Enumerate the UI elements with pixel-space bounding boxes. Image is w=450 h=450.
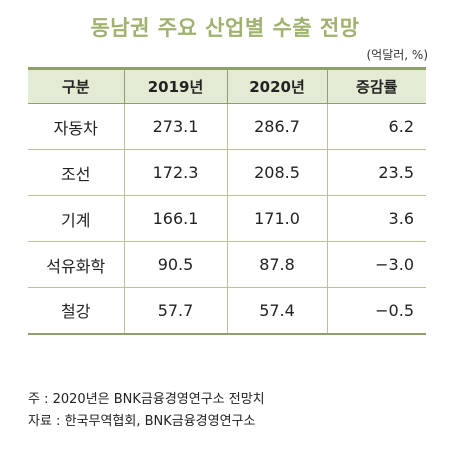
export-forecast-table: 구분 2019년 2020년 증감률 자동차 273.1 286.7 6.2 조… [28, 67, 426, 335]
unit-label: (억달러, %) [366, 48, 428, 62]
value-2020: 171.0 [226, 195, 327, 242]
page-title: 동남권 주요 산업별 수출 전망 [90, 16, 360, 40]
value-2019: 57.7 [123, 287, 227, 335]
growth-rate: 3.6 [326, 195, 426, 242]
row-label: 석유화학 [28, 241, 124, 288]
table-row: 조선 172.3 208.5 23.5 [28, 149, 426, 196]
header-2020: 2020년 [226, 67, 327, 104]
value-2019: 273.1 [123, 103, 227, 150]
growth-rate: 6.2 [326, 103, 426, 150]
table-row: 기계 166.1 171.0 3.6 [28, 195, 426, 242]
row-label: 자동차 [28, 103, 124, 150]
source-note: 자료 : 한국무역협회, BNK금융경영연구소 [28, 414, 256, 429]
table-header-row: 구분 2019년 2020년 증감률 [28, 67, 426, 104]
table-row: 석유화학 90.5 87.8 −3.0 [28, 241, 426, 288]
growth-rate: −3.0 [326, 241, 426, 288]
growth-rate: −0.5 [326, 287, 426, 335]
value-2020: 286.7 [226, 103, 327, 150]
table-row: 자동차 273.1 286.7 6.2 [28, 103, 426, 150]
row-label: 철강 [28, 287, 124, 335]
table-row: 철강 57.7 57.4 −0.5 [28, 287, 426, 335]
value-2020: 57.4 [226, 287, 327, 335]
header-category: 구분 [28, 67, 124, 104]
row-label: 조선 [28, 149, 124, 196]
value-2019: 172.3 [123, 149, 227, 196]
value-2019: 90.5 [123, 241, 227, 288]
value-2019: 166.1 [123, 195, 227, 242]
header-2019: 2019년 [123, 67, 227, 104]
growth-rate: 23.5 [326, 149, 426, 196]
header-growth-rate: 증감률 [326, 67, 426, 104]
value-2020: 208.5 [226, 149, 327, 196]
footnote: 주 : 2020년은 BNK금융경영연구소 전망치 [28, 392, 265, 407]
value-2020: 87.8 [226, 241, 327, 288]
row-label: 기계 [28, 195, 124, 242]
